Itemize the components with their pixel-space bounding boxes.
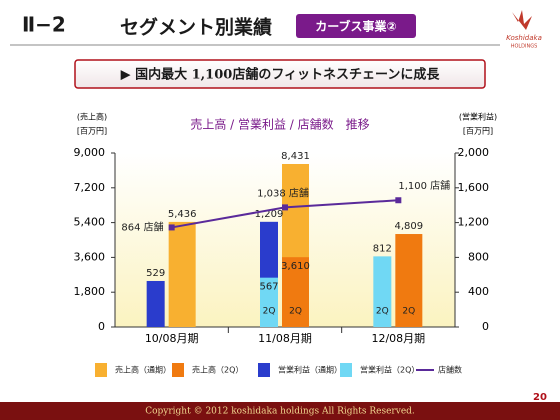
copyright: Copyright © 2012 koshidaka holdings All … [145, 407, 415, 417]
value-label: 1,100 店舗 [398, 179, 450, 192]
y2-label: (営業利益) [459, 112, 497, 122]
page-number: 20 [533, 392, 547, 403]
y-tick-label: 9,000 [74, 146, 106, 159]
y2-unit: [百万円] [463, 127, 493, 136]
page-title: セグメント別業績 [120, 16, 272, 39]
bar [146, 280, 165, 327]
value-label: 1,038 店舗 [257, 186, 309, 199]
legend-label: 営業利益（2Q） [360, 365, 419, 375]
logo-mark [512, 10, 532, 30]
y-tick-label: 5,400 [74, 216, 106, 229]
chart-title: 売上高 / 営業利益 / 店舗数 推移 [190, 117, 369, 132]
value-label: 5,436 [168, 209, 197, 220]
value-label: 567 [259, 282, 278, 293]
bar [395, 234, 423, 327]
y-label: (売上高) [77, 112, 107, 122]
y-unit: [百万円] [77, 127, 107, 136]
footer-bar [0, 402, 560, 420]
logo: Koshidaka [506, 34, 542, 42]
line-point [168, 224, 175, 231]
y2-tick-label: 0 [482, 320, 489, 333]
legend-label: 売上高（通期） [115, 365, 171, 375]
badge-bg [296, 14, 416, 38]
banner: ▶ 国内最大 1,100店舗のフィットネスチェーンに成長 [121, 67, 441, 83]
x-tick-label: 12/08月期 [371, 332, 425, 345]
y-tick-label: 3,600 [74, 250, 106, 263]
bar [260, 277, 278, 327]
legend-swatch [340, 363, 352, 377]
value-label: 3,610 [281, 261, 310, 272]
bar-inner-label: 2Q [402, 307, 415, 317]
value-label: 8,431 [281, 151, 310, 162]
bar-inner-label: 2Q [376, 307, 389, 317]
legend-swatch [172, 363, 184, 377]
value-label: 4,809 [395, 221, 424, 232]
x-tick-label: 11/08月期 [258, 332, 312, 345]
legend-label: 営業利益（通期） [278, 365, 342, 375]
legend-swatch [258, 363, 270, 377]
logo-sub: HOLDINGS [511, 44, 538, 50]
y-tick-label: 1,800 [74, 285, 106, 298]
legend-label: 店舗数 [438, 365, 462, 375]
bar [373, 256, 392, 327]
bar [168, 221, 196, 327]
y2-tick-label: 1,600 [458, 181, 490, 194]
bar [282, 257, 309, 327]
value-label: 1,209 [255, 209, 284, 220]
legend-swatch [95, 363, 107, 377]
value-label: 864 店舗 [121, 220, 163, 233]
y2-tick-label: 800 [468, 250, 489, 263]
banner-bg [74, 59, 486, 89]
y2-tick-label: 2,000 [458, 146, 490, 159]
y-tick-label: 0 [98, 320, 105, 333]
value-label: 529 [146, 268, 165, 279]
legend-label: 売上高（2Q） [192, 365, 243, 375]
section-number: Ⅱ−2 [22, 13, 66, 37]
line-point [395, 197, 402, 204]
x-tick-label: 10/08月期 [145, 332, 199, 345]
y-tick-label: 7,200 [74, 181, 106, 194]
bar-inner-label: 2Q [289, 307, 302, 317]
y2-tick-label: 400 [468, 285, 489, 298]
bar-inner-label: 2Q [263, 307, 276, 317]
badge: カーブス事業② [315, 19, 396, 34]
y2-tick-label: 1,200 [458, 216, 490, 229]
line-point [282, 204, 288, 211]
value-label: 812 [373, 243, 392, 254]
